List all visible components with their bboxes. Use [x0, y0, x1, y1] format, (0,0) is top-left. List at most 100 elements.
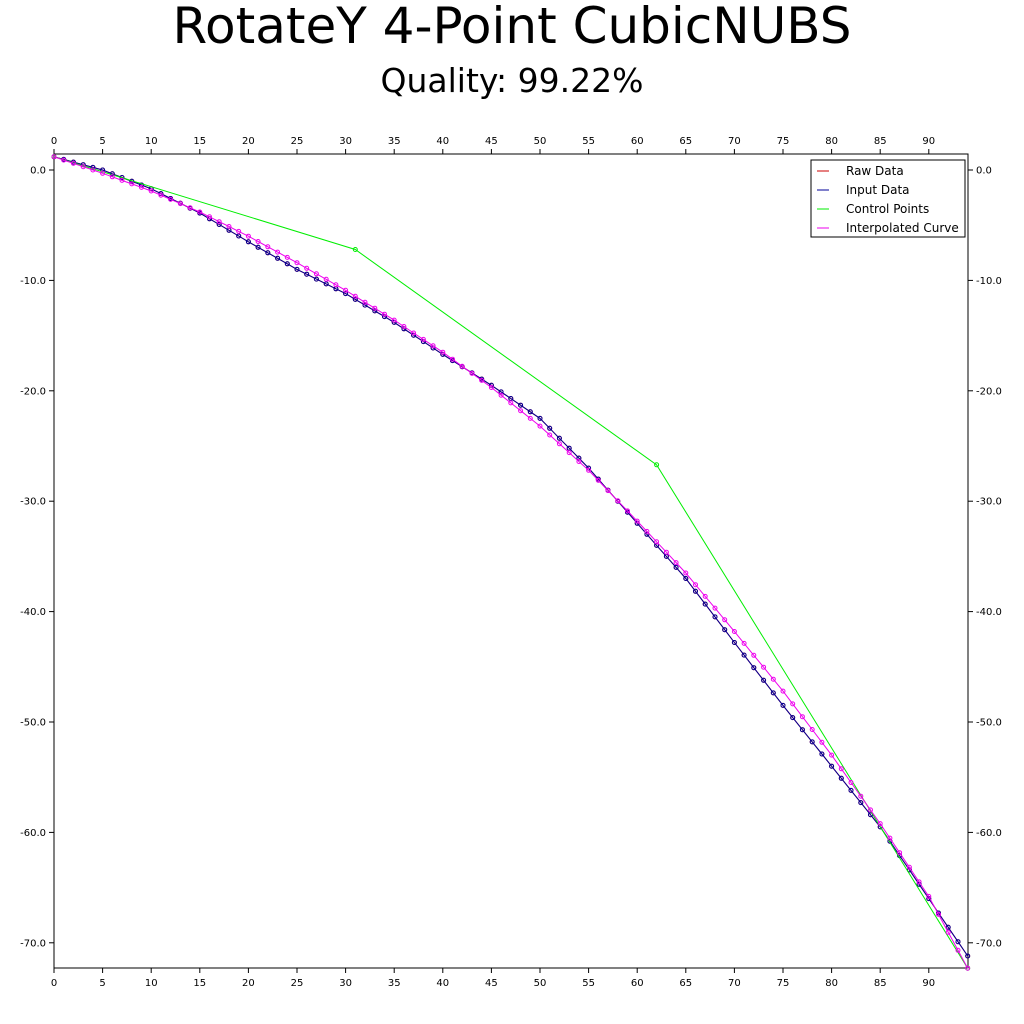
x-tick-label-top: 20: [242, 136, 255, 147]
interpolated-curve-point: [809, 727, 815, 732]
legend-entry: Interpolated Curve: [846, 221, 959, 235]
interpolated-curve-point: [595, 477, 601, 483]
interpolated-curve-point: [109, 174, 115, 180]
interpolated-curve-point: [683, 570, 689, 576]
interpolated-curve-point: [245, 233, 251, 239]
interpolated-curve-point: [906, 864, 912, 870]
interpolated-curve-point: [761, 664, 767, 670]
input-data-point: [216, 222, 222, 227]
interpolated-curve-point: [722, 617, 728, 623]
x-tick-label-top: 0: [51, 136, 57, 147]
input-data-point: [819, 751, 825, 757]
chart-title: RotateY 4-Point CubicNUBS: [172, 0, 852, 55]
interpolated-curve-point: [168, 196, 174, 202]
interpolated-curve-point: [61, 157, 67, 163]
x-tick-label-bottom: 80: [825, 978, 838, 989]
input-data-point: [352, 296, 358, 302]
input-data-point: [761, 677, 767, 683]
input-data-point: [955, 939, 961, 945]
input-data-point: [945, 924, 951, 930]
x-tick-label-bottom: 30: [339, 978, 352, 989]
interpolated-curve-point: [829, 752, 835, 758]
y-tick-label-right: -40.0: [976, 607, 1002, 618]
interpolated-curve-point: [129, 181, 135, 187]
interpolated-curve-point: [275, 249, 281, 255]
interpolated-curve-point: [848, 780, 854, 785]
input-data-point: [547, 425, 553, 431]
interpolated-curve-point: [459, 363, 465, 369]
input-data-point: [673, 564, 679, 570]
interpolated-curve-point: [790, 701, 796, 707]
interpolated-curve-point: [897, 850, 903, 856]
x-tick-label-bottom: 15: [193, 978, 206, 989]
y-tick-label-left: -20.0: [20, 386, 46, 397]
interpolated-curve-point: [158, 192, 164, 198]
input-data-point: [829, 763, 835, 769]
input-data-point: [498, 389, 504, 395]
x-tick-label-bottom: 5: [99, 978, 105, 989]
plot-frame: [53, 153, 969, 969]
interpolated-curve-point: [323, 276, 329, 282]
interpolated-curve-point: [450, 356, 455, 362]
interpolated-curve-point: [634, 518, 640, 524]
interpolated-curve-point: [197, 209, 203, 215]
input-data-point: [265, 250, 271, 256]
interpolated-curve-point: [527, 415, 533, 421]
interpolated-curve-point: [702, 593, 708, 599]
input-data-point: [751, 665, 757, 671]
input-data-point: [313, 276, 319, 282]
interpolated-curve-point: [838, 766, 844, 772]
input-data-point: [809, 739, 815, 745]
x-tick-label-bottom: 0: [51, 978, 57, 989]
interpolated-curve-point: [226, 224, 232, 229]
interpolated-curve-point: [51, 154, 57, 160]
interpolated-curve-point: [294, 260, 300, 266]
x-tick-label-bottom: 85: [874, 978, 887, 989]
interpolated-curve-point: [663, 549, 669, 555]
x-tick-label-top: 5: [99, 136, 105, 147]
input-data-point: [343, 291, 349, 297]
interpolated-curve-point: [100, 170, 106, 176]
y-tick-label-right: -10.0: [976, 276, 1002, 287]
input-data-point: [722, 627, 728, 633]
y-tick-label-right: 0.0: [976, 166, 992, 177]
interpolated-curve-point: [90, 167, 96, 173]
control-points-point: [654, 462, 660, 468]
input-data-point: [372, 308, 378, 314]
input-data-point: [712, 614, 718, 620]
x-tick-label-bottom: 10: [145, 978, 158, 989]
interpolated-curve-point: [411, 330, 417, 336]
interpolated-curve-point: [80, 164, 86, 170]
interpolated-curve-point: [313, 271, 319, 277]
x-tick-label-top: 75: [777, 136, 790, 147]
input-data-point: [556, 435, 562, 441]
input-data-line: [53, 156, 969, 957]
input-data-point: [323, 281, 329, 287]
input-data-point: [304, 271, 310, 277]
interpolated-curve-point: [615, 498, 621, 504]
x-tick-label-top: 35: [388, 136, 401, 147]
interpolated-curve-point: [508, 400, 514, 406]
x-tick-label-top: 25: [291, 136, 304, 147]
interpolated-curve-point: [236, 228, 242, 234]
input-data-point: [965, 953, 971, 959]
interpolated-curve-point: [430, 343, 436, 349]
input-data-point: [858, 800, 864, 806]
x-tick-label-top: 55: [582, 136, 595, 147]
raw-data-line: [53, 156, 969, 957]
input-data-point: [294, 266, 300, 272]
y-tick-label-right: -70.0: [976, 938, 1002, 949]
x-tick-label-bottom: 90: [922, 978, 935, 989]
interpolated-curve-point: [70, 160, 76, 166]
input-data-point: [518, 402, 524, 408]
input-data-point: [741, 652, 747, 658]
x-tick-label-top: 70: [728, 136, 741, 147]
interpolated-curve-point: [751, 652, 757, 658]
input-data-point: [770, 690, 776, 696]
interpolated-curve-point: [877, 821, 883, 827]
x-tick-label-top: 45: [485, 136, 498, 147]
interpolated-curve-point: [139, 184, 144, 190]
interpolated-curve-point: [936, 911, 941, 917]
interpolated-curve-point: [605, 488, 611, 494]
